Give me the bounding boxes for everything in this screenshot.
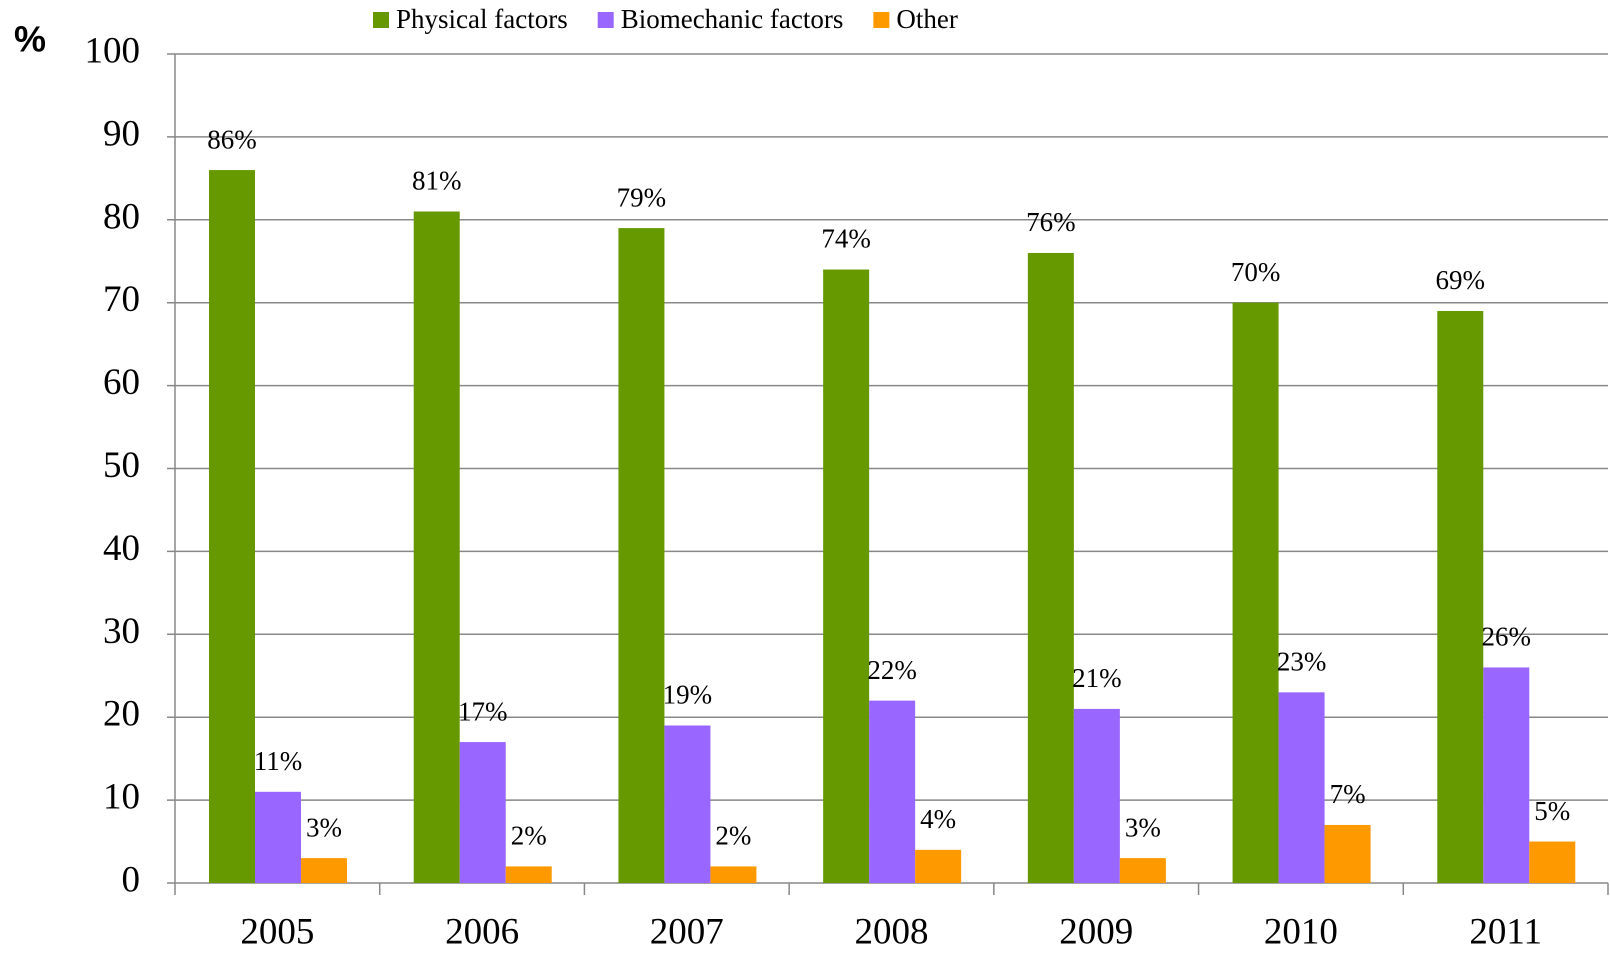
value-label: 4% (920, 804, 956, 834)
bar (1483, 667, 1530, 883)
y-tick-label: 40 (103, 528, 140, 569)
value-label: 74% (821, 224, 871, 254)
legend-swatch (873, 12, 890, 28)
y-tick-label: 20 (103, 694, 140, 735)
legend-swatch (373, 12, 389, 28)
value-label: 2% (511, 821, 547, 851)
legend-label: Other (896, 4, 957, 34)
bar (413, 211, 460, 883)
x-tick-label: 2008 (855, 911, 929, 952)
y-tick-label: 30 (103, 611, 140, 652)
bar (1529, 841, 1576, 883)
legend-label: Physical factors (396, 4, 568, 34)
bar (1437, 310, 1484, 883)
bar (505, 866, 552, 883)
x-tick-label: 2005 (240, 911, 314, 952)
value-label: 19% (663, 680, 713, 710)
bar (1073, 708, 1120, 883)
y-tick-label: 0 (122, 859, 141, 900)
value-label: 22% (867, 655, 917, 685)
y-tick-label: 60 (103, 362, 140, 403)
value-label: 86% (207, 124, 257, 154)
x-tick-label: 2006 (445, 911, 519, 952)
value-label: 7% (1330, 779, 1366, 809)
value-label: 26% (1482, 622, 1532, 652)
y-tick-label: 80 (103, 196, 140, 237)
value-label: 2% (715, 821, 751, 851)
bar (1278, 692, 1325, 883)
value-label: 11% (254, 746, 303, 776)
bar (1119, 858, 1166, 883)
value-label: 69% (1436, 265, 1486, 295)
bar (869, 700, 916, 883)
bar (209, 170, 255, 883)
legend-label: Biomechanic factors (621, 4, 844, 34)
value-label: 3% (1125, 812, 1161, 842)
bar (618, 228, 665, 884)
x-tick-label: 2010 (1264, 911, 1338, 952)
bar (301, 858, 347, 883)
legend-swatch (597, 12, 614, 28)
y-tick-label: 90 (103, 113, 140, 154)
value-label: 76% (1026, 207, 1076, 237)
bar (664, 725, 711, 883)
x-tick-label: 2011 (1469, 911, 1542, 952)
bar (1232, 302, 1279, 883)
y-tick-label: 50 (103, 445, 140, 486)
bar (459, 742, 506, 883)
value-label: 79% (617, 182, 667, 212)
y-axis-label: % (14, 19, 46, 60)
value-label: 5% (1534, 796, 1570, 826)
value-label: 81% (412, 166, 462, 196)
value-label: 23% (1277, 647, 1327, 677)
bar (915, 849, 962, 883)
value-label: 70% (1231, 257, 1281, 287)
y-tick-label: 100 (85, 30, 141, 71)
bar (710, 866, 757, 883)
y-tick-label: 70 (103, 279, 140, 320)
bar (1027, 252, 1074, 883)
x-tick-label: 2007 (650, 911, 724, 952)
value-label: 3% (306, 812, 342, 842)
value-label: 21% (1072, 663, 1122, 693)
value-label: 17% (458, 696, 508, 726)
bar (1324, 824, 1371, 883)
x-tick-label: 2009 (1059, 911, 1133, 952)
bar (823, 269, 870, 883)
y-tick-label: 10 (103, 777, 140, 818)
bar (255, 791, 301, 883)
